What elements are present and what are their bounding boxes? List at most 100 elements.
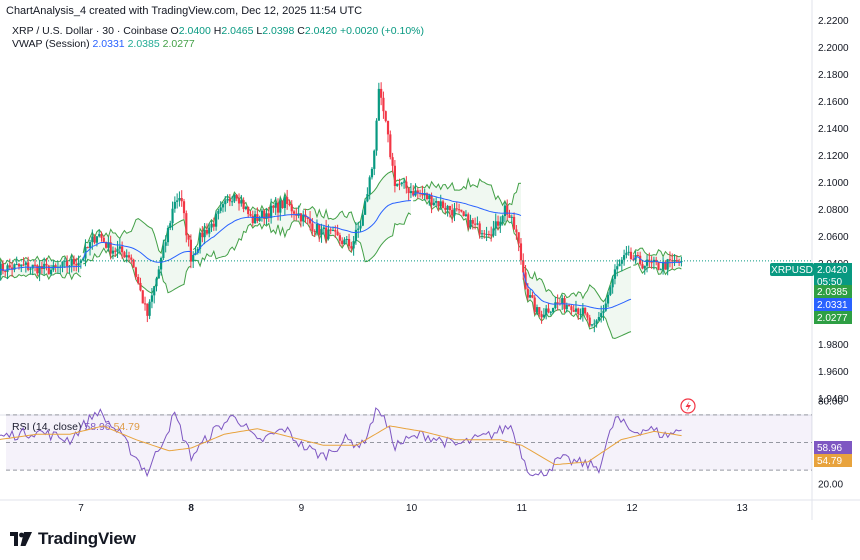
candle-body [47, 265, 50, 275]
candle-body [237, 198, 241, 204]
candle-body [485, 233, 488, 235]
time-tick-label: 8 [188, 503, 194, 514]
vwap-line [302, 200, 411, 234]
candle-body [393, 165, 396, 186]
candle-body [487, 233, 490, 235]
candle-body [474, 223, 477, 225]
candle-body [430, 195, 433, 206]
candle-body [650, 262, 653, 264]
candle-body [643, 265, 646, 269]
candle-body [609, 287, 612, 295]
candle-body [290, 204, 293, 212]
price-tick-label: 1.9800 [818, 340, 849, 351]
candle-body [400, 182, 403, 185]
candle-body [455, 208, 458, 210]
candle-body [363, 201, 367, 215]
candle-body [205, 229, 209, 234]
candle-body [444, 207, 447, 210]
candle-body [561, 298, 564, 305]
close-label: C [297, 25, 305, 37]
candle-body [182, 201, 186, 214]
candle-body [522, 260, 525, 273]
candle-body [308, 218, 312, 224]
candle-body [545, 308, 548, 315]
vwap-band-fill [523, 266, 631, 339]
candle-body [95, 236, 99, 243]
time-tick-label: 13 [737, 503, 749, 514]
candle-body [412, 191, 415, 196]
candle-body [86, 246, 89, 248]
countdown-text: 05:50 [817, 277, 842, 288]
candle-body [331, 230, 335, 232]
candle-body [357, 228, 360, 230]
candle-body [405, 181, 408, 189]
candle-body [212, 223, 215, 227]
vwap-lower-band-line [633, 262, 682, 276]
vwap-lower-value: 2.0277 [162, 38, 195, 50]
symbol-name: XRP / U.S. Dollar · 30 · Coinbase [12, 25, 168, 37]
candle-body [457, 209, 461, 211]
candle-body [20, 264, 23, 267]
candle-body [4, 271, 7, 273]
candle-body [13, 264, 16, 270]
vwap-band-fill [83, 218, 191, 294]
candle-body [322, 227, 325, 230]
candle-body [453, 208, 456, 216]
candle-body [260, 210, 264, 219]
change-value: +0.0020 (+0.10%) [339, 25, 424, 37]
candle-body [515, 229, 518, 233]
candle-body [460, 209, 463, 212]
candle-body [203, 229, 206, 238]
candle-body [435, 201, 438, 203]
candle-body [72, 258, 76, 265]
candle-body [173, 201, 176, 209]
candle-body [33, 264, 37, 266]
candle-body [247, 206, 250, 215]
candle-body [77, 262, 80, 266]
candle-body [467, 214, 470, 228]
time-tick-label: 9 [299, 503, 305, 514]
candle-body [45, 263, 48, 266]
price-tick-label: 1.9400 [818, 394, 849, 405]
candle-body [276, 202, 280, 213]
candle-body [272, 205, 275, 208]
candle-body [24, 262, 27, 265]
candle-body [6, 265, 9, 272]
price-tick-label: 1.9600 [818, 367, 849, 378]
candle-body [554, 302, 557, 309]
candle-body [519, 243, 523, 261]
rsi-line [0, 407, 682, 478]
candle-body [510, 216, 513, 218]
candle-body [267, 213, 270, 219]
price-tick-label: 2.2200 [818, 16, 849, 27]
candle-body [171, 208, 174, 224]
rsi-pane [0, 407, 812, 478]
candle-body [153, 286, 156, 296]
candle-body [373, 150, 376, 169]
candle-body [645, 259, 649, 266]
candle-body [464, 214, 468, 216]
candle-body [386, 120, 390, 135]
vwap-upper-tag-text: 2.0385 [817, 287, 848, 298]
rsi-ma-tag-text: 54.79 [817, 456, 842, 467]
lightning-icon[interactable] [680, 398, 696, 414]
time-tick-label: 12 [626, 503, 638, 514]
candle-body [111, 250, 115, 254]
candle-body [588, 317, 591, 326]
rsi-ma-line [0, 425, 682, 466]
candle-body [471, 220, 474, 224]
candle-body [327, 229, 330, 239]
price-tick-label: 2.0600 [818, 232, 849, 243]
tradingview-logo[interactable]: TradingView [10, 529, 136, 549]
candle-body [446, 205, 449, 210]
candle-body [219, 207, 222, 211]
candle-body [597, 317, 600, 321]
candle-body [496, 221, 500, 226]
price-tick-label: 2.1800 [818, 70, 849, 81]
candle-body [185, 213, 188, 236]
candle-body [641, 264, 644, 269]
candle-body [627, 251, 630, 253]
candle-body [542, 314, 545, 318]
price-tick-label: 2.1200 [818, 151, 849, 162]
